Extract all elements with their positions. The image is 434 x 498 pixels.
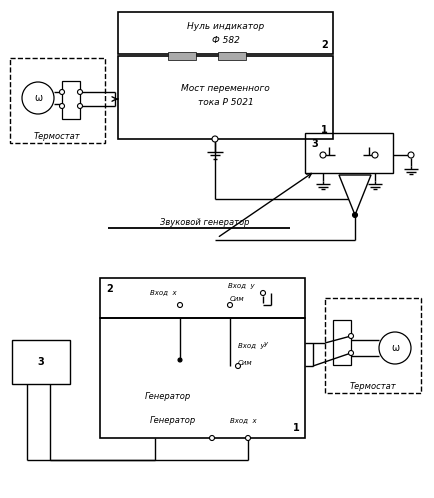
Bar (12, 340, 70, 384)
Text: 1: 1 (293, 423, 300, 433)
Text: Сим: Сим (238, 360, 253, 366)
Text: 2: 2 (106, 284, 113, 294)
Text: Сим: Сим (230, 296, 245, 302)
Bar (218, 52, 246, 60)
Text: ω: ω (391, 343, 399, 353)
Bar (118, 12, 333, 54)
Text: Термостат: Термостат (34, 131, 80, 140)
Circle shape (320, 152, 326, 158)
Polygon shape (339, 175, 371, 215)
Circle shape (59, 90, 65, 95)
Circle shape (78, 104, 82, 109)
Circle shape (178, 302, 183, 307)
Text: 2: 2 (321, 40, 328, 50)
Text: Термостат: Термостат (350, 381, 396, 390)
Text: Генератор: Генератор (150, 415, 196, 424)
Circle shape (352, 213, 358, 218)
Bar (10, 58, 105, 143)
Bar (305, 133, 393, 173)
Bar (100, 318, 305, 438)
Text: Генератор: Генератор (145, 391, 191, 400)
Bar (100, 278, 305, 318)
Circle shape (59, 104, 65, 109)
Text: Ф 582: Ф 582 (211, 35, 240, 44)
Circle shape (349, 351, 354, 356)
Circle shape (408, 152, 414, 158)
Text: ω: ω (34, 93, 42, 103)
Text: Звуковой генератор: Звуковой генератор (160, 218, 250, 227)
Circle shape (246, 435, 250, 441)
Circle shape (372, 152, 378, 158)
Text: 3: 3 (38, 357, 44, 367)
Text: тока Р 5021: тока Р 5021 (197, 98, 253, 107)
Circle shape (236, 364, 240, 369)
Bar (325, 298, 421, 393)
Text: Вход  y: Вход y (228, 283, 255, 289)
Circle shape (210, 435, 214, 441)
Text: 3: 3 (311, 139, 318, 149)
Circle shape (78, 90, 82, 95)
Text: Вход  x: Вход x (230, 417, 256, 423)
Text: 1: 1 (321, 125, 328, 135)
Text: Вход  x: Вход x (150, 289, 177, 295)
Bar (62, 81, 80, 119)
Text: Нуль индикатор: Нуль индикатор (187, 21, 264, 30)
Bar (118, 56, 333, 139)
Circle shape (178, 358, 182, 362)
Text: Мост переменного: Мост переменного (181, 84, 270, 93)
Circle shape (349, 334, 354, 339)
Bar (333, 320, 351, 365)
Bar (168, 52, 196, 60)
Circle shape (227, 302, 233, 307)
Text: Вход  y: Вход y (238, 343, 265, 349)
Text: y: y (263, 341, 267, 347)
Circle shape (260, 290, 266, 295)
Circle shape (212, 136, 218, 142)
